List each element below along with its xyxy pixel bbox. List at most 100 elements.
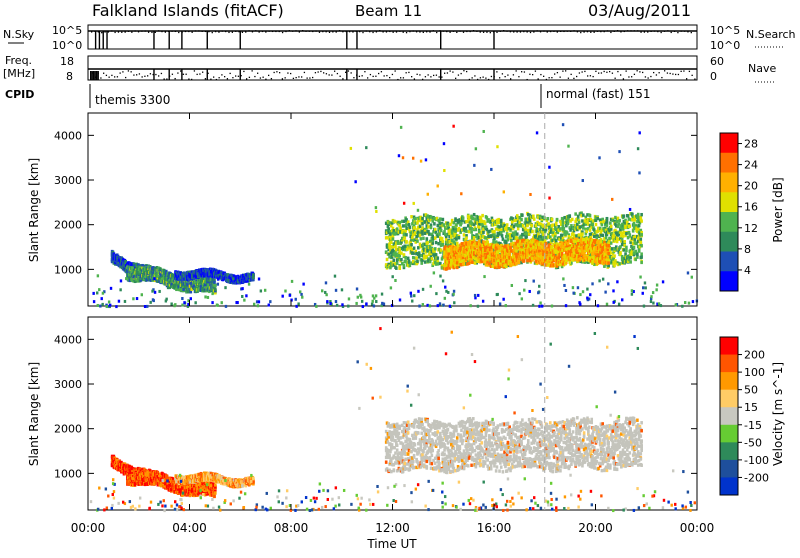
scatter-cell — [637, 215, 640, 218]
nave-dot — [122, 71, 123, 72]
scatter-cell — [640, 255, 643, 258]
scatter-cell — [618, 262, 621, 265]
nsearch-dot — [359, 31, 360, 32]
nave-dot — [601, 72, 602, 73]
nave-dot — [670, 73, 671, 74]
nave-dot — [202, 72, 203, 73]
scatter-cell — [640, 219, 643, 222]
nsearch-dot — [285, 31, 286, 32]
scatter-cell — [414, 226, 417, 229]
scatter-cell — [618, 219, 621, 222]
scatter-cell — [404, 256, 407, 259]
scatter-cell — [475, 228, 478, 231]
nave-dot — [642, 72, 643, 73]
nsearch-dot — [557, 31, 558, 32]
scatter-cell — [529, 219, 532, 222]
nave-dot — [268, 75, 269, 76]
nsearch-dot — [537, 30, 538, 31]
scatter-cell — [420, 237, 423, 240]
scatter-cell — [637, 227, 640, 230]
nsearch-dot — [453, 31, 454, 32]
nave-dot — [164, 78, 165, 79]
nsearch-dot — [567, 30, 568, 31]
scatter-cell — [634, 238, 637, 241]
nave-dot — [246, 78, 247, 79]
nave-dot — [499, 77, 500, 78]
scatter-cell — [389, 232, 392, 235]
scatter-cell — [397, 240, 400, 243]
nsearch-dot — [604, 31, 605, 32]
scatter-cell — [458, 236, 461, 239]
nave-dot — [106, 75, 107, 76]
nave-dot — [103, 73, 104, 74]
nave-dot — [513, 74, 514, 75]
nsearch-dot — [480, 31, 481, 32]
nsearch-dot — [248, 30, 249, 31]
nsearch-dot — [376, 31, 377, 32]
nave-dot — [331, 74, 332, 75]
scatter-cell — [582, 213, 585, 216]
nsearch-dot — [560, 31, 561, 32]
nave-dot — [653, 72, 654, 73]
scatter-cell — [435, 241, 438, 244]
nsearch-dot — [597, 31, 598, 32]
nsearch-dot — [326, 31, 327, 32]
nsearch-dot — [580, 32, 581, 33]
nave-dot — [227, 78, 228, 79]
nsky-panel — [88, 25, 697, 49]
nsearch-dot — [259, 31, 260, 32]
scatter-cell — [559, 227, 562, 230]
nave-dot — [645, 76, 646, 77]
scatter-cell — [640, 252, 643, 255]
nave-dot — [274, 72, 275, 73]
scatter-cell — [414, 231, 417, 234]
scatter-cell — [425, 237, 428, 240]
nave-dot — [694, 78, 695, 79]
freq-unit: [MHz] — [3, 67, 35, 80]
scatter-cell — [422, 237, 425, 240]
nsearch-dot — [617, 30, 618, 31]
nsearch-dot — [165, 31, 166, 32]
nsearch-dot — [624, 31, 625, 32]
nsearch-dot — [607, 30, 608, 31]
cpid-segment-1: themis 3300 — [95, 93, 170, 107]
nsearch-dot — [195, 30, 196, 31]
nave-dot — [430, 76, 431, 77]
cpid-label: CPID — [5, 88, 34, 101]
scatter-cell — [435, 253, 438, 256]
nave-dot — [252, 70, 253, 71]
scatter-cell — [627, 214, 630, 217]
scatter-cell — [415, 256, 418, 259]
scatter-cell — [526, 224, 529, 227]
scatter-cell — [456, 261, 459, 264]
nave-dot — [186, 74, 187, 75]
scatter-cell — [414, 217, 417, 220]
scatter-cell — [470, 230, 473, 233]
nave-dot — [205, 78, 206, 79]
nsearch-dot — [131, 32, 132, 33]
scatter-cell — [436, 262, 439, 265]
nsearch-dot — [208, 31, 209, 32]
nave-dot — [527, 79, 528, 80]
nave-dot — [304, 72, 305, 73]
nave-dot — [469, 79, 470, 80]
scatter-cell — [437, 242, 440, 245]
nsearch-dot — [416, 31, 417, 32]
nsearch-dot — [610, 32, 611, 33]
nsearch-dot — [299, 31, 300, 32]
scatter-cell — [478, 225, 481, 228]
scatter-cell — [402, 224, 405, 227]
nave-dot — [491, 76, 492, 77]
scatter-cell — [405, 240, 408, 243]
scatter-cell — [625, 249, 628, 252]
scatter-cell — [621, 258, 624, 261]
nave-dot — [650, 76, 651, 77]
nsearch-dot — [235, 31, 236, 32]
nsearch-dot — [218, 32, 219, 33]
nsearch-dot — [520, 31, 521, 32]
nsearch-dot — [543, 30, 544, 31]
power-scatter — [92, 123, 698, 308]
nsearch-dot — [135, 30, 136, 31]
nave-dot — [125, 77, 126, 78]
scatter-cell — [581, 232, 584, 235]
